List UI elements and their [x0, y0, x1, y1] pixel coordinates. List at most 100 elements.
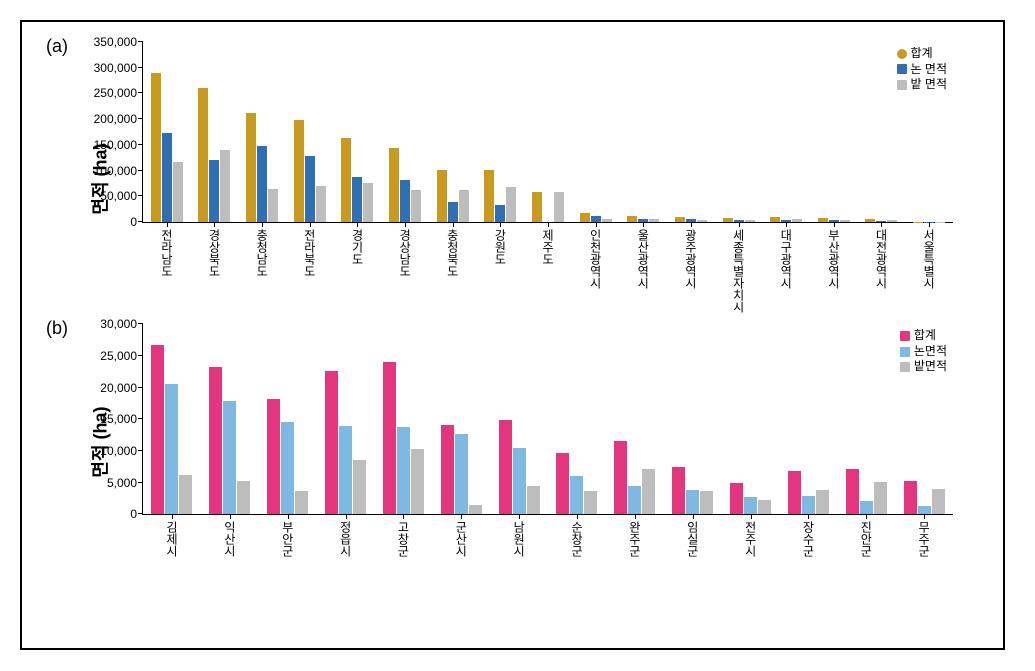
x-tick-label: 경상남도	[380, 229, 428, 316]
bar-total	[770, 217, 780, 222]
bar-total	[532, 192, 542, 222]
bar-group	[572, 213, 620, 222]
y-tick-label: 30,000	[100, 317, 143, 331]
bar-group	[667, 217, 715, 222]
bar-group	[238, 113, 286, 222]
bar-group	[858, 219, 906, 222]
x-tick-label: 부산광역시	[809, 229, 857, 316]
bar-group	[895, 481, 953, 515]
x-tick-mark	[866, 514, 867, 519]
chart-b-xlabels: 김제시익산시부안군정읍시고창군군산시남원시순창군완주군임실군전주시장수군진안군무…	[142, 521, 952, 560]
bar-group	[762, 217, 810, 222]
x-tick-mark	[881, 222, 882, 227]
x-tick-mark	[461, 514, 462, 519]
bar-total	[198, 88, 208, 222]
y-tick-mark	[138, 195, 143, 196]
bar-total	[267, 399, 280, 514]
bar-total	[614, 441, 627, 514]
x-tick-mark	[929, 222, 930, 227]
bar-total	[904, 481, 917, 515]
x-tick-mark	[924, 514, 925, 519]
x-tick-label: 경기도	[333, 229, 381, 316]
x-tick-mark	[357, 222, 358, 227]
bar-group	[722, 483, 780, 515]
chart-b-plot: 합계논면적밭면적 05,00010,00015,00020,00025,0003…	[142, 324, 953, 515]
x-tick-mark	[577, 514, 578, 519]
bar-total	[437, 170, 447, 222]
y-tick-label: 200,000	[94, 112, 143, 126]
bar-group	[429, 170, 477, 222]
bar-total	[441, 425, 454, 514]
x-tick-mark	[808, 514, 809, 519]
bar-total	[209, 367, 222, 514]
bar-paddy	[223, 401, 236, 514]
bar-total	[383, 362, 396, 515]
bar-paddy	[513, 448, 526, 515]
x-tick-label: 울산광역시	[618, 229, 666, 316]
figure-frame: (a) 면적 (ha) 합계논 면적밭 면적 050,000100,000150…	[20, 20, 1005, 650]
y-tick-label: 100,000	[94, 164, 143, 178]
bar-field	[179, 475, 192, 514]
x-tick-label: 남원시	[489, 521, 547, 560]
bar-group	[317, 371, 375, 514]
x-tick-mark	[643, 222, 644, 227]
bar-paddy	[400, 180, 410, 222]
bar-total	[499, 420, 512, 514]
bar-paddy	[744, 497, 757, 514]
chart-a-ylabel: 면적 (ha)	[87, 144, 113, 215]
bar-group	[286, 120, 334, 222]
chart-a-xlabels: 전라남도경상북도충청남도전라북도경기도경상남도충청북도강원도제주도인천광역시울산…	[142, 229, 952, 316]
y-tick-mark	[138, 482, 143, 483]
bar-field	[887, 220, 897, 222]
y-tick-mark	[138, 41, 143, 42]
x-tick-label: 임실군	[663, 521, 721, 560]
y-tick-label: 10,000	[100, 444, 143, 458]
y-tick-label: 50,000	[100, 189, 143, 203]
bar-paddy	[918, 506, 931, 514]
x-tick-label: 전라남도	[142, 229, 190, 316]
x-tick-label: 진안군	[836, 521, 894, 560]
bar-group	[201, 367, 259, 514]
y-tick-mark	[138, 170, 143, 171]
y-tick-label: 150,000	[94, 138, 143, 152]
bar-field	[411, 190, 421, 222]
bar-total	[325, 371, 338, 514]
y-tick-mark	[138, 418, 143, 419]
y-tick-mark	[138, 513, 143, 514]
bar-group	[143, 345, 201, 514]
bar-total	[580, 213, 590, 222]
x-tick-label: 김제시	[142, 521, 200, 560]
bar-paddy	[455, 434, 468, 514]
bar-paddy	[162, 133, 172, 222]
y-tick-label: 0	[130, 215, 143, 229]
bar-field	[584, 491, 597, 514]
y-tick-label: 15,000	[100, 412, 143, 426]
x-tick-label: 경상북도	[190, 229, 238, 316]
bar-total	[484, 170, 494, 222]
bar-total	[556, 453, 569, 514]
x-tick-label: 세종특별자치시	[714, 229, 762, 316]
bar-paddy	[305, 156, 315, 222]
bar-paddy	[209, 160, 219, 222]
y-tick-label: 5,000	[107, 476, 143, 490]
x-tick-mark	[310, 222, 311, 227]
x-tick-mark	[596, 222, 597, 227]
bar-total	[846, 469, 859, 515]
bar-group	[837, 469, 895, 515]
x-tick-mark	[519, 514, 520, 519]
x-tick-label: 서울특별시	[904, 229, 952, 316]
bar-field	[745, 220, 755, 222]
bar-group	[259, 399, 317, 514]
bar-group	[524, 192, 572, 222]
bar-group	[374, 362, 432, 515]
x-tick-label: 대전광역시	[857, 229, 905, 316]
bar-field	[220, 150, 230, 222]
x-tick-label: 고창군	[373, 521, 431, 560]
bar-field	[506, 187, 516, 222]
chart-a-bars	[143, 42, 953, 222]
bar-paddy	[281, 422, 294, 514]
bar-group	[606, 441, 664, 514]
bar-paddy	[860, 501, 873, 514]
x-tick-label: 전라북도	[285, 229, 333, 316]
x-tick-mark	[288, 514, 289, 519]
